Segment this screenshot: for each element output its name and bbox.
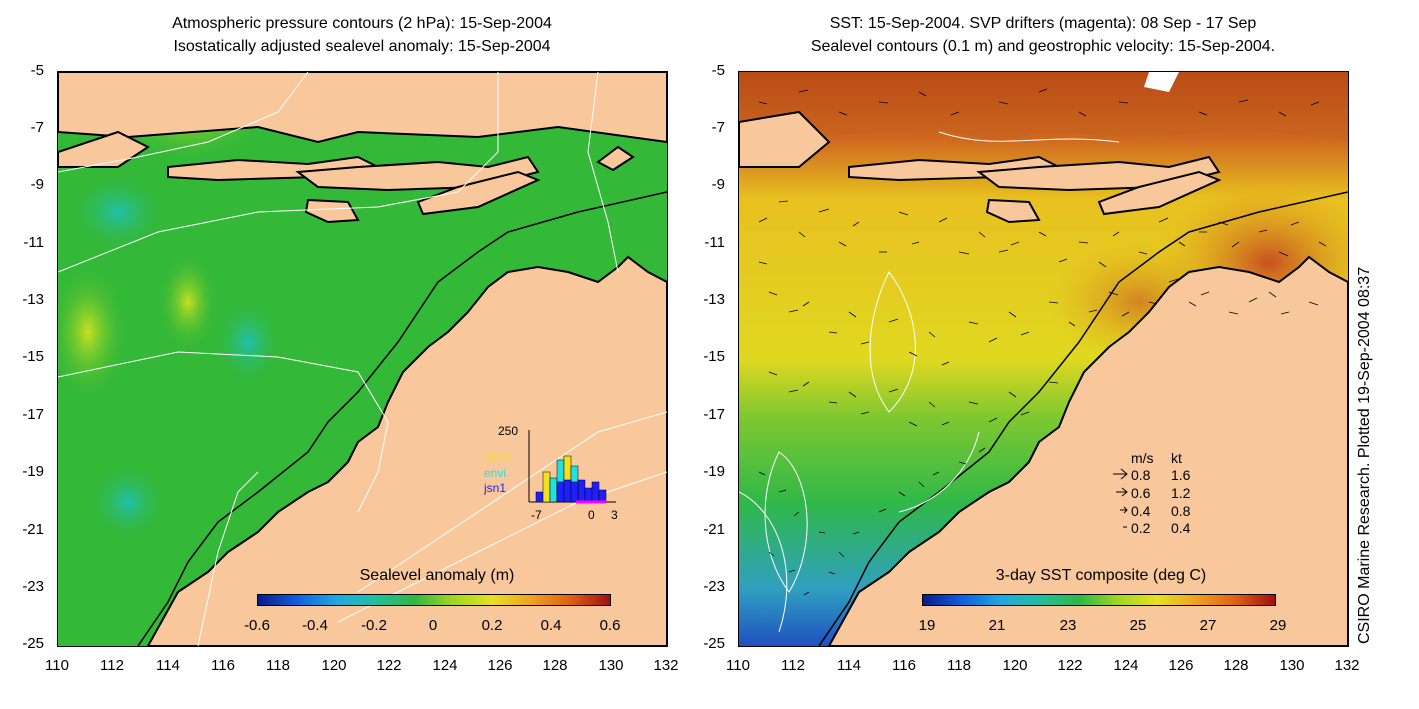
velocity-key-kt: 0.4: [1171, 520, 1191, 536]
altimeter-histogram: [528, 430, 616, 504]
right-y-tick: -19: [703, 463, 725, 480]
right-title-line2: Sealevel contours (0.1 m) and geostrophi…: [810, 38, 1276, 55]
histogram-legend-jsn1: jsn1: [484, 481, 507, 495]
left-y-tick: -25: [22, 635, 44, 652]
left-y-tick: -21: [22, 521, 44, 538]
right-y-tick: -15: [703, 348, 725, 365]
plot-credit: CSIRO Marine Research. Plotted 19-Sep-20…: [1356, 266, 1373, 644]
right-y-tick: -5: [711, 62, 725, 79]
sst-colorbar-label: 21: [988, 617, 1006, 634]
sla-colorbar-label: -0.4: [302, 617, 328, 634]
right-y-tick: -13: [703, 291, 725, 308]
left-y-tick: -13: [22, 291, 44, 308]
left-y-tick: -15: [22, 348, 44, 365]
right-y-tick: -9: [711, 176, 725, 193]
right-y-tick: -11: [704, 234, 725, 251]
left-y-tick: -7: [30, 119, 44, 136]
right-x-tick: 118: [947, 657, 971, 674]
histogram-xlabel-zero: 0: [588, 508, 595, 522]
left-x-tick: 132: [653, 657, 679, 674]
left-x-tick: 126: [487, 657, 513, 674]
right-x-tick: 120: [1002, 657, 1028, 674]
velocity-key-header-kt: kt: [1171, 450, 1182, 466]
right-y-tick: -7: [711, 119, 725, 136]
left-y-tick: -11: [23, 234, 44, 251]
left-y-tick: -23: [22, 578, 44, 595]
sla-colorbar-label: -0.2: [361, 617, 387, 634]
sst-colorbar: [922, 594, 1276, 606]
sst-colorbar-label: 27: [1199, 617, 1217, 634]
sst-colorbar-label: 19: [918, 617, 936, 634]
velocity-arrows: [758, 88, 1327, 596]
velocity-key-header-ms: m/s: [1131, 450, 1154, 466]
left-x-tick: 112: [100, 657, 124, 674]
sla-colorbar-label: 0.2: [481, 617, 503, 634]
sla-colorbar-label: 0.4: [540, 617, 562, 634]
velocity-key-ms: 0.6: [1131, 485, 1151, 501]
velocity-key-kt: 1.6: [1171, 467, 1191, 483]
left-x-tick: 118: [266, 657, 290, 674]
histogram-xlabel-min: -7: [531, 508, 542, 522]
velocity-key-arrows: [1113, 468, 1128, 528]
left-x-tick: 114: [156, 657, 180, 674]
left-x-tick: 116: [211, 657, 235, 674]
sealevel-anomaly-map: 250 GFO envi jsn1 -7 0 3 Sealevel anomal…: [57, 71, 668, 647]
velocity-key-ms: 0.4: [1131, 503, 1151, 519]
left-x-tick: 122: [376, 657, 402, 674]
right-x-tick: 132: [1334, 657, 1360, 674]
left-y-tick: -9: [30, 176, 44, 193]
histogram-legend-gfo: GFO: [484, 451, 510, 465]
right-x-tick: 130: [1279, 657, 1305, 674]
sst-colorbar-label: 23: [1059, 617, 1077, 634]
sla-colorbar-label: 0: [428, 617, 438, 634]
sst-colorbar-label: 29: [1269, 617, 1287, 634]
sst-map: m/s kt 0.8 1.6 0.6 1.2 0.4 0.8 0.2 0.4 3…: [738, 71, 1349, 647]
sla-colorbar: [257, 594, 611, 606]
left-x-tick: 110: [45, 657, 69, 674]
right-x-tick: 112: [781, 657, 805, 674]
left-title-line1: Atmospheric pressure contours (2 hPa): 1…: [172, 15, 552, 32]
velocity-key-ms: 0.2: [1131, 520, 1151, 536]
right-y-tick: -17: [703, 406, 725, 423]
right-x-tick: 124: [1113, 657, 1139, 674]
sla-colorbar-title: Sealevel anomaly (m): [359, 567, 515, 584]
sst-colorbar-label: 25: [1129, 617, 1147, 634]
left-x-tick: 124: [432, 657, 458, 674]
velocity-key-kt: 1.2: [1171, 485, 1191, 501]
right-y-tick: -21: [703, 521, 725, 538]
left-y-tick: -5: [30, 62, 44, 79]
left-y-tick: -17: [22, 406, 44, 423]
left-x-tick: 128: [542, 657, 568, 674]
velocity-key-kt: 0.8: [1171, 503, 1191, 519]
right-x-tick: 122: [1057, 657, 1083, 674]
right-title-line1: SST: 15-Sep-2004. SVP drifters (magenta)…: [829, 15, 1257, 32]
sla-colorbar-label: 0.6: [599, 617, 621, 634]
histogram-ymax: 250: [498, 424, 519, 438]
right-x-tick: 128: [1223, 657, 1249, 674]
right-x-tick: 110: [726, 657, 750, 674]
histogram-legend-envi: envi: [484, 466, 507, 480]
right-y-tick: -25: [703, 635, 725, 652]
sealevel-map-graphic: [58, 72, 667, 646]
right-y-tick: -23: [703, 578, 725, 595]
right-x-tick: 126: [1168, 657, 1194, 674]
right-x-tick: 114: [837, 657, 861, 674]
velocity-key-ms: 0.8: [1131, 467, 1151, 483]
left-title-line2: Isostatically adjusted sealevel anomaly:…: [173, 38, 551, 55]
left-y-tick: -19: [22, 463, 44, 480]
sla-colorbar-label: -0.6: [244, 617, 270, 634]
sst-colorbar-title: 3-day SST composite (deg C): [995, 567, 1207, 584]
left-x-tick: 130: [598, 657, 624, 674]
sst-map-graphic: [739, 72, 1348, 646]
histogram-xlabel-max: 3: [611, 508, 618, 522]
right-x-tick: 116: [892, 657, 916, 674]
left-x-tick: 120: [321, 657, 347, 674]
